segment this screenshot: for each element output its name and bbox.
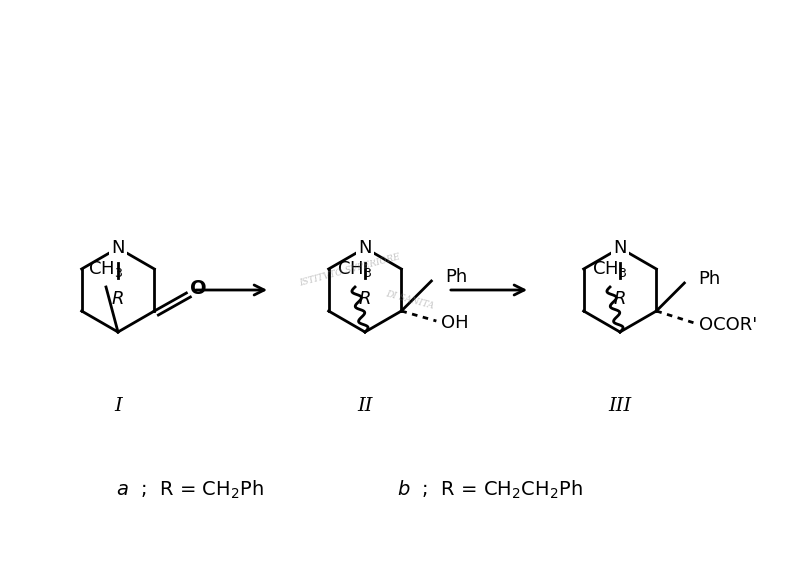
- Text: I: I: [114, 397, 122, 415]
- Text: N: N: [358, 239, 372, 257]
- Text: R: R: [614, 290, 626, 308]
- Text: CH$_3$: CH$_3$: [592, 259, 628, 279]
- Text: OH: OH: [442, 314, 469, 332]
- Text: Ph: Ph: [446, 268, 468, 286]
- Text: R: R: [112, 290, 124, 308]
- Text: R: R: [358, 290, 371, 308]
- Text: $a$  ;  R = CH$_2$Ph: $a$ ; R = CH$_2$Ph: [116, 479, 264, 501]
- Text: N: N: [614, 239, 626, 257]
- Text: N: N: [111, 239, 125, 257]
- Text: OCOR': OCOR': [699, 316, 758, 334]
- Text: CH$_3$: CH$_3$: [338, 259, 373, 279]
- Text: ISTITVTO SVPERIORE: ISTITVTO SVPERIORE: [298, 252, 402, 288]
- Text: CH$_3$: CH$_3$: [88, 259, 124, 279]
- Text: III: III: [608, 397, 632, 415]
- Text: DI SANITA: DI SANITA: [385, 289, 435, 311]
- Text: II: II: [358, 397, 373, 415]
- Text: Ph: Ph: [698, 270, 721, 288]
- Text: O: O: [190, 280, 206, 298]
- Text: $b$  ;  R = CH$_2$CH$_2$Ph: $b$ ; R = CH$_2$CH$_2$Ph: [397, 479, 583, 501]
